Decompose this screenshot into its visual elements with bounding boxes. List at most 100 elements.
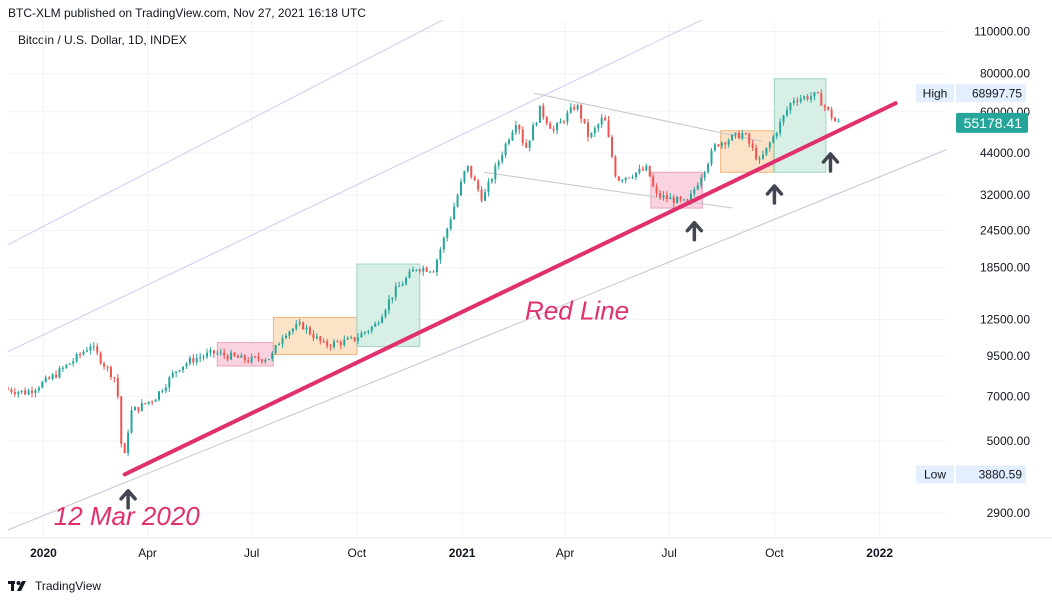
candle-body — [147, 401, 150, 404]
candle-body — [336, 341, 339, 343]
candle-body — [497, 161, 500, 166]
candle-body — [178, 370, 181, 372]
x-tick-label: Apr — [138, 546, 157, 560]
footer-brand[interactable]: TradingView — [35, 579, 102, 593]
candle-body — [635, 172, 638, 178]
y-tick-label: 7000.00 — [987, 389, 1031, 403]
candle-body — [707, 163, 710, 172]
candle-body — [494, 165, 497, 180]
candle-body — [267, 358, 270, 360]
high-label-value: 68997.75 — [972, 86, 1022, 100]
candle-body — [175, 371, 178, 374]
candle-body — [185, 363, 188, 367]
candle-body — [357, 337, 360, 341]
candle-body — [92, 346, 95, 348]
candle-body — [96, 346, 99, 353]
low-label-value-bg — [956, 465, 1026, 484]
candle-body — [466, 165, 469, 172]
candle-body — [741, 133, 744, 139]
candle-body — [422, 267, 425, 272]
candle-body — [449, 219, 452, 229]
candle-body — [367, 330, 370, 333]
y-tick-label: 24500.00 — [980, 223, 1030, 237]
high-label-title-bg — [916, 84, 954, 103]
price-labels: High 68997.75 Low 3880.59 55178.41 — [916, 84, 1028, 484]
candle-body — [683, 199, 686, 201]
candle-body — [761, 154, 764, 159]
candle-body — [734, 132, 737, 135]
y-tick-label: 80000.00 — [980, 67, 1030, 81]
candle-body — [545, 117, 548, 124]
symbol-title[interactable]: Bitcoin / U.S. Dollar, 1D, INDEX — [18, 33, 187, 47]
candle-body — [339, 341, 342, 345]
candle-body — [610, 136, 613, 157]
candle-body — [573, 107, 576, 110]
candle-body — [772, 136, 775, 143]
candle-body — [202, 356, 205, 358]
candle-body — [799, 98, 802, 102]
low-label-title-bg — [916, 465, 954, 484]
y-tick-label: 12500.00 — [980, 312, 1030, 326]
candle-body — [820, 93, 823, 106]
candle-body — [370, 326, 373, 331]
candle-body — [803, 96, 806, 99]
candle-body — [120, 396, 123, 444]
candle-body — [665, 195, 668, 199]
candle-body — [459, 181, 462, 196]
candle-body — [394, 286, 397, 298]
candle-body — [298, 322, 301, 325]
candle-body — [456, 195, 459, 207]
candle-body — [329, 345, 332, 347]
candle-body — [223, 352, 226, 356]
x-tick-label: Oct — [348, 546, 367, 560]
low-label-value: 3880.59 — [979, 467, 1023, 481]
candle-body — [17, 391, 20, 395]
candle-body — [37, 387, 40, 391]
up-arrow-icon — [685, 220, 704, 242]
candle-body — [418, 269, 421, 272]
candle-body — [521, 129, 524, 144]
candle-body — [501, 155, 504, 162]
candle-body — [717, 144, 720, 147]
candle-body — [109, 367, 112, 378]
candle-body — [583, 118, 586, 123]
candle-body — [315, 336, 318, 339]
candle-body — [284, 335, 287, 339]
candle-body — [696, 185, 699, 190]
x-tick-label: Jul — [662, 546, 677, 560]
candle-body — [326, 341, 329, 346]
candle-body — [350, 337, 353, 339]
candle-body — [199, 357, 202, 359]
candle-body — [689, 193, 692, 202]
candle-body — [549, 123, 552, 129]
y-tick-label: 32000.00 — [980, 188, 1030, 202]
candle-body — [13, 392, 16, 395]
candle-body — [103, 363, 106, 367]
candle-body — [659, 193, 662, 198]
candle-body — [652, 176, 655, 187]
candle-body — [240, 355, 243, 358]
candle-body — [377, 322, 380, 324]
candle-body — [161, 391, 164, 393]
candle-body — [65, 364, 68, 368]
candle-body — [31, 390, 34, 393]
candle-body — [724, 142, 727, 145]
candle-body — [604, 117, 607, 121]
candle-body — [621, 180, 624, 182]
candle-body — [435, 259, 438, 273]
candle-body — [154, 399, 157, 402]
candle-body — [528, 140, 531, 148]
candle-body — [703, 171, 706, 178]
candle-body — [748, 134, 751, 144]
candle-body — [552, 128, 555, 131]
candle-body — [8, 388, 9, 390]
candle-body — [79, 354, 82, 356]
candle-body — [281, 338, 284, 344]
candle-body — [607, 120, 610, 137]
candle-body — [442, 237, 445, 250]
candle-body — [10, 389, 13, 393]
candle-body — [810, 96, 813, 100]
candle-body — [398, 285, 401, 287]
candle-body — [85, 350, 88, 352]
